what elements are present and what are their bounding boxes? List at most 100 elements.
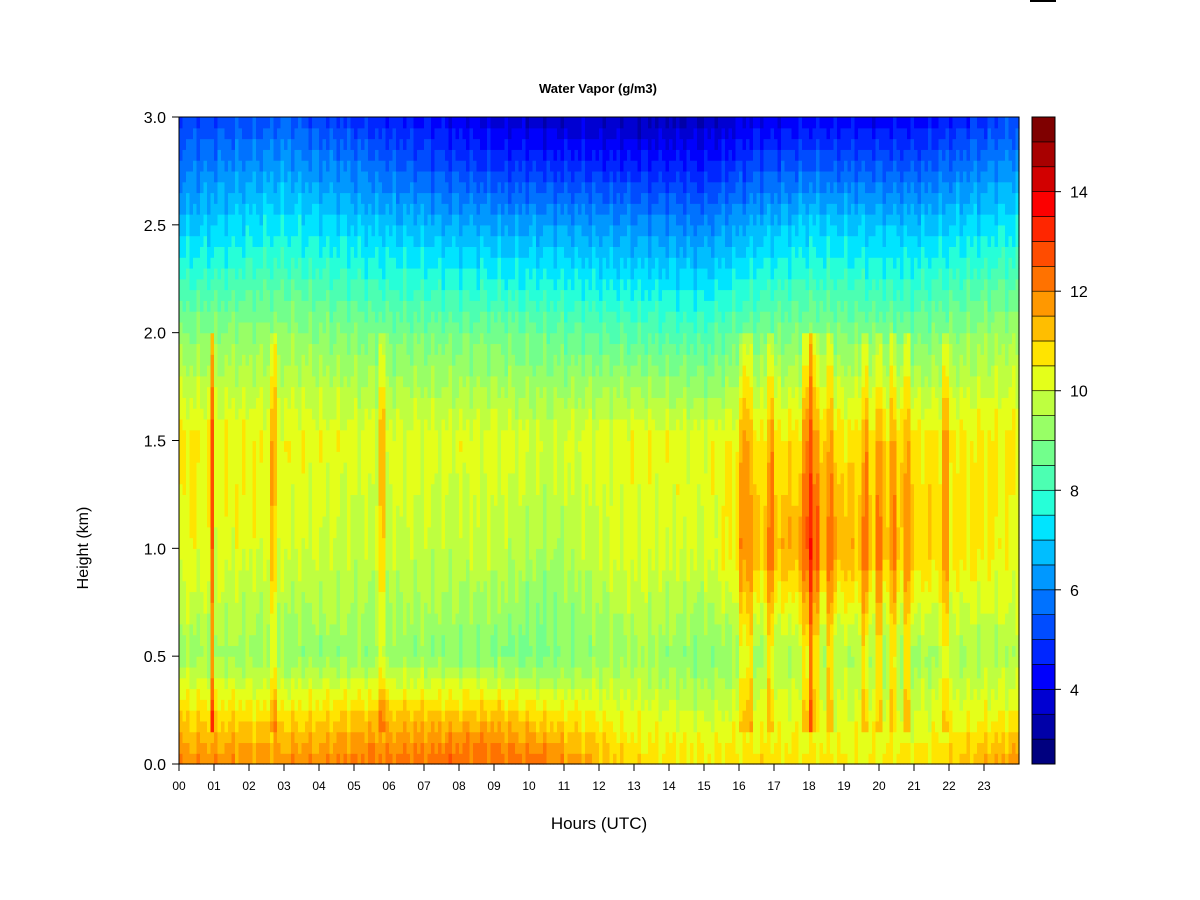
heatmap-cell xyxy=(214,343,219,355)
heatmap-cell xyxy=(333,699,338,711)
heatmap-cell xyxy=(378,710,383,722)
heatmap-cell xyxy=(207,677,212,690)
heatmap-cell xyxy=(459,300,464,312)
heatmap-cell xyxy=(378,214,383,226)
heatmap-cell xyxy=(231,138,236,150)
heatmap-cell xyxy=(452,666,457,679)
heatmap-cell xyxy=(350,214,355,226)
heatmap-cell xyxy=(378,160,383,172)
heatmap-cell xyxy=(182,472,187,485)
heatmap-cell xyxy=(270,246,275,258)
heatmap-cell xyxy=(266,602,271,614)
heatmap-cell xyxy=(315,440,320,452)
heatmap-cell xyxy=(375,494,380,506)
heatmap-cell xyxy=(343,505,348,517)
heatmap-cell xyxy=(179,267,184,280)
heatmap-cell xyxy=(263,160,268,172)
heatmap-cell xyxy=(410,677,415,690)
heatmap-cell xyxy=(413,645,418,657)
heatmap-cell xyxy=(217,289,222,301)
heatmap-cell xyxy=(291,321,296,334)
heatmap-cell xyxy=(312,267,317,280)
heatmap-cell xyxy=(200,537,205,549)
heatmap-cell xyxy=(455,321,460,334)
heatmap-cell xyxy=(263,472,268,485)
heatmap-cell xyxy=(224,623,229,636)
heatmap-cell xyxy=(319,278,324,291)
heatmap-cell xyxy=(333,580,338,593)
heatmap-cell xyxy=(298,311,303,323)
heatmap-cell xyxy=(210,375,215,388)
heatmap-cell xyxy=(298,645,303,657)
heatmap-cell xyxy=(466,278,471,291)
heatmap-cell xyxy=(431,548,436,560)
heatmap-cell xyxy=(455,559,460,571)
heatmap-cell xyxy=(217,181,222,194)
heatmap-cell xyxy=(200,677,205,690)
heatmap-cell xyxy=(312,494,317,506)
heatmap-cell xyxy=(319,181,324,194)
heatmap-cell xyxy=(263,149,268,161)
heatmap-cell xyxy=(270,267,275,280)
heatmap-cell xyxy=(343,656,348,668)
heatmap-cell xyxy=(434,451,439,463)
heatmap-cell xyxy=(445,246,450,258)
heatmap-cell xyxy=(203,321,208,334)
heatmap-cell xyxy=(347,666,352,679)
heatmap-cell xyxy=(336,138,341,150)
heatmap-cell xyxy=(410,559,415,571)
heatmap-cell xyxy=(452,365,457,377)
heatmap-cell xyxy=(406,343,411,355)
heatmap-cell xyxy=(462,235,467,247)
heatmap-cell xyxy=(301,267,306,280)
heatmap-cell xyxy=(245,375,250,388)
heatmap-cell xyxy=(396,332,401,345)
heatmap-cell xyxy=(273,623,278,636)
heatmap-cell xyxy=(287,451,292,463)
heatmap-cell xyxy=(385,408,390,420)
heatmap-cell xyxy=(378,699,383,711)
heatmap-cell xyxy=(224,246,229,258)
heatmap-cell xyxy=(291,192,296,204)
heatmap-cell xyxy=(354,742,359,754)
heatmap-cell xyxy=(385,235,390,247)
heatmap-cell xyxy=(333,623,338,636)
heatmap-cell xyxy=(340,170,345,183)
heatmap-cell xyxy=(273,688,278,700)
heatmap-cell xyxy=(179,386,184,398)
heatmap-cell xyxy=(284,494,289,506)
heatmap-cell xyxy=(287,397,292,409)
heatmap-cell xyxy=(469,666,474,679)
heatmap-cell xyxy=(249,505,254,517)
heatmap-cell xyxy=(431,494,436,506)
heatmap-cell xyxy=(347,505,352,517)
heatmap-cell xyxy=(347,149,352,161)
heatmap-cell xyxy=(203,710,208,722)
heatmap-cell xyxy=(207,257,212,269)
heatmap-cell xyxy=(238,645,243,657)
heatmap-cell xyxy=(364,343,369,355)
heatmap-cell xyxy=(326,246,331,258)
heatmap-cell xyxy=(207,645,212,657)
heatmap-cell xyxy=(466,127,471,140)
heatmap-cell xyxy=(308,149,313,161)
heatmap-cell xyxy=(301,192,306,204)
heatmap-cell xyxy=(308,321,313,334)
heatmap-cell xyxy=(305,235,310,247)
heatmap-cell xyxy=(343,278,348,291)
heatmap-cell xyxy=(319,224,324,237)
heatmap-cell xyxy=(420,591,425,603)
heatmap-cell xyxy=(420,699,425,711)
heatmap-cell xyxy=(382,505,387,517)
heatmap-cell xyxy=(221,699,226,711)
heatmap-cell xyxy=(207,548,212,560)
heatmap-cell xyxy=(207,397,212,409)
heatmap-cell xyxy=(452,440,457,452)
heatmap-cell xyxy=(189,742,194,754)
heatmap-cell xyxy=(308,720,313,733)
heatmap-cell xyxy=(182,688,187,700)
heatmap-cell xyxy=(350,580,355,593)
heatmap-cell xyxy=(361,591,366,603)
heatmap-cell xyxy=(441,494,446,506)
heatmap-cell xyxy=(249,117,254,129)
